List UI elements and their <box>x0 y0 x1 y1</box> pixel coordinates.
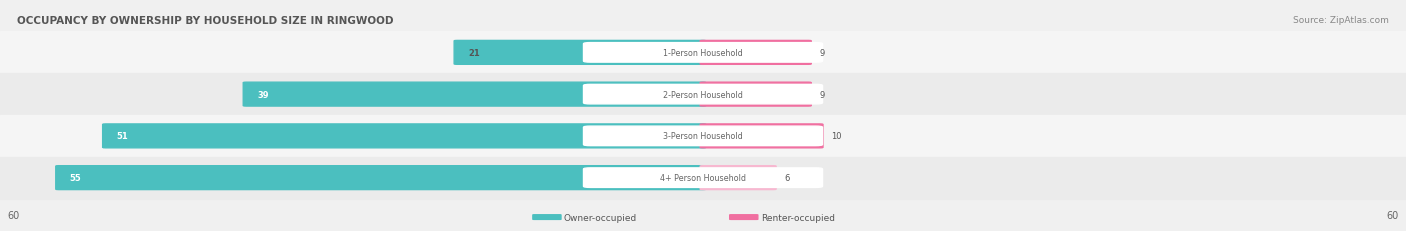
Text: 9: 9 <box>820 49 825 58</box>
Text: 21: 21 <box>468 49 479 58</box>
FancyBboxPatch shape <box>700 166 776 190</box>
FancyBboxPatch shape <box>583 127 823 146</box>
Text: 51: 51 <box>117 132 128 141</box>
Text: 1-Person Household: 1-Person Household <box>664 49 742 58</box>
Text: 2-Person Household: 2-Person Household <box>664 90 742 99</box>
FancyBboxPatch shape <box>583 85 823 104</box>
FancyBboxPatch shape <box>533 215 561 219</box>
Text: 55: 55 <box>70 173 82 182</box>
FancyBboxPatch shape <box>730 215 758 219</box>
FancyBboxPatch shape <box>56 166 706 190</box>
FancyBboxPatch shape <box>583 43 823 63</box>
FancyBboxPatch shape <box>700 83 811 107</box>
Text: 10: 10 <box>831 132 842 141</box>
FancyBboxPatch shape <box>700 124 823 148</box>
Bar <box>0 74 1406 116</box>
FancyBboxPatch shape <box>454 41 706 65</box>
Text: 9: 9 <box>820 90 825 99</box>
Bar <box>0 32 1406 74</box>
Text: 60: 60 <box>1386 210 1399 220</box>
Text: 6: 6 <box>785 173 790 182</box>
Text: 4+ Person Household: 4+ Person Household <box>659 173 747 182</box>
FancyBboxPatch shape <box>700 41 811 65</box>
Text: 39: 39 <box>257 90 269 99</box>
Text: 3-Person Household: 3-Person Household <box>664 132 742 141</box>
FancyBboxPatch shape <box>583 168 823 188</box>
FancyBboxPatch shape <box>243 83 706 107</box>
Text: Renter-occupied: Renter-occupied <box>761 213 835 222</box>
Text: 60: 60 <box>7 210 20 220</box>
Text: Owner-occupied: Owner-occupied <box>564 213 637 222</box>
Bar <box>0 157 1406 199</box>
Bar <box>0 116 1406 157</box>
Text: Source: ZipAtlas.com: Source: ZipAtlas.com <box>1294 16 1389 25</box>
FancyBboxPatch shape <box>103 124 706 148</box>
Text: OCCUPANCY BY OWNERSHIP BY HOUSEHOLD SIZE IN RINGWOOD: OCCUPANCY BY OWNERSHIP BY HOUSEHOLD SIZE… <box>17 16 394 26</box>
